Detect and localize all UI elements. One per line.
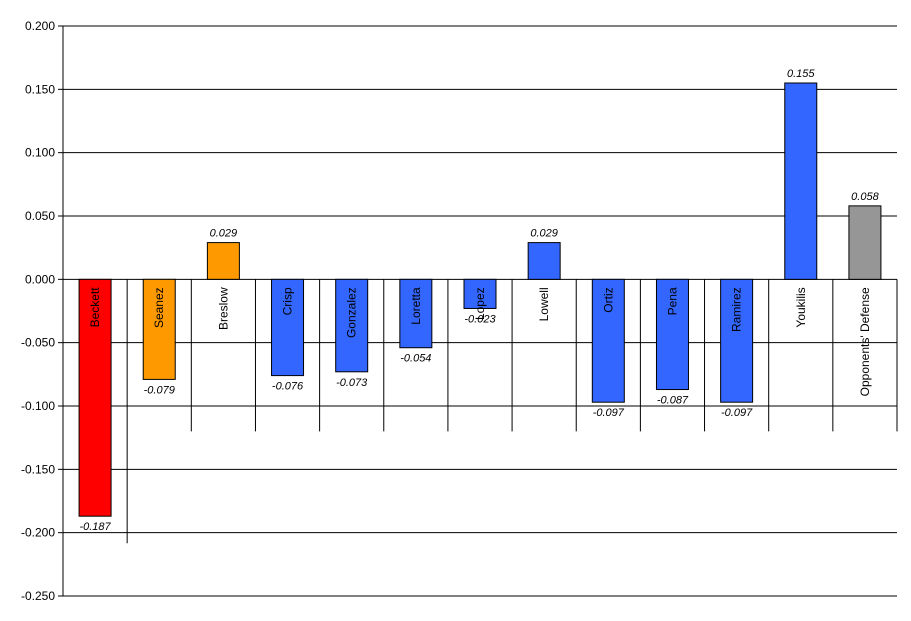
data-labels: -0.187 -0.079 0.029 -0.076 -0.073 -0.054 -0.02… <box>79 68 879 533</box>
data-label: -0.187 <box>79 521 111 533</box>
y-tick-label: -0.050 <box>21 336 55 350</box>
data-label: 0.029 <box>210 228 238 240</box>
bar-gonzalez <box>335 278 369 373</box>
category-label: Youkilis <box>794 287 808 327</box>
y-tick-label: -0.250 <box>21 589 55 603</box>
category-label: Gonzalez <box>345 287 359 338</box>
bar-youkilis <box>784 82 818 280</box>
data-label: -0.079 <box>144 384 175 396</box>
bar-loretta <box>399 278 433 349</box>
category-label: Ramirez <box>730 287 744 332</box>
data-label: -0.097 <box>593 407 625 419</box>
bar-opponents-defense <box>848 205 882 280</box>
category-label: Opponents' Defense <box>858 287 872 396</box>
category-label: Ortiz <box>601 287 615 312</box>
data-label: -0.097 <box>721 407 753 419</box>
category-label: Loretta <box>409 287 423 325</box>
category-label: Breslow <box>216 287 230 330</box>
data-label: -0.054 <box>400 353 431 365</box>
y-tick-label: 0.050 <box>25 209 55 223</box>
y-tick-label: -0.150 <box>21 462 55 476</box>
bar-pena <box>655 278 689 391</box>
category-dividers <box>126 279 898 544</box>
bar-seanez <box>142 278 176 380</box>
bar-beckett <box>78 278 112 517</box>
category-label: Lowell <box>537 287 551 321</box>
data-label: 0.155 <box>787 68 815 80</box>
y-tick-label: -0.200 <box>21 526 55 540</box>
y-tick-label: 0.150 <box>25 82 55 96</box>
data-label: 0.058 <box>851 191 879 203</box>
data-label: -0.076 <box>272 381 304 393</box>
category-label: Seanez <box>152 287 166 328</box>
bar-ortiz <box>591 278 625 403</box>
bar-crisp <box>271 278 305 377</box>
y-tick-label: 0.200 <box>25 19 55 33</box>
data-label: -0.087 <box>657 395 689 407</box>
data-label: -0.023 <box>464 313 496 325</box>
data-label: 0.029 <box>530 228 558 240</box>
bar-breslow <box>206 242 240 280</box>
bars <box>78 82 882 517</box>
y-tick-label: -0.100 <box>21 399 55 413</box>
category-labels: Beckett Seanez Breslow Crisp Gonzalez Loretta… <box>88 287 872 397</box>
category-label: Beckett <box>88 287 102 328</box>
y-tick-label: 0.100 <box>25 146 55 160</box>
category-label: Crisp <box>281 287 295 315</box>
category-label: Lopez <box>473 287 487 320</box>
category-label: Pena <box>665 287 679 315</box>
data-label: -0.073 <box>336 377 368 389</box>
bar-ramirez <box>720 278 754 403</box>
y-tick-label: 0.000 <box>25 272 55 286</box>
y-axis: 0.200 0.150 0.100 0.050 0.000 -0.050 -0.100 -0.… <box>21 19 64 603</box>
bar-lopez <box>463 278 497 309</box>
bar-lowell <box>527 242 561 280</box>
